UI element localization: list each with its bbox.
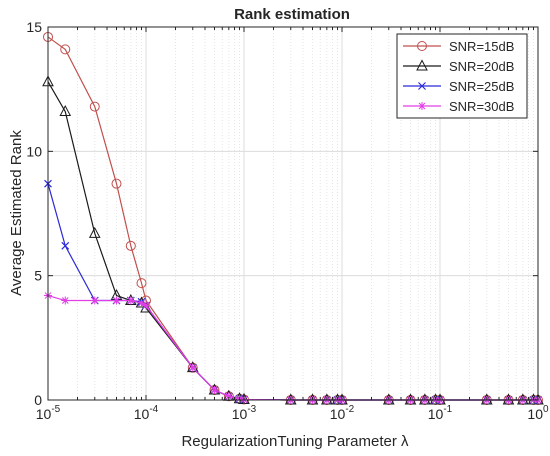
legend-marker [418,102,426,110]
data-point [112,296,121,305]
data-point [126,296,135,305]
legend-label: SNR=25dB [449,79,514,94]
data-point [88,226,101,238]
legend-entry: SNR=25dB [403,79,514,94]
axis-ticks: 10-5 10-4 10-3 10-2 10-1 100 0 5 10 15 [26,19,549,422]
data-point [90,296,99,305]
data-point [125,240,136,251]
y-tick-label: 10 [26,143,42,159]
data-point [111,178,122,189]
x-tick-label: 10-4 [134,404,159,422]
data-point [89,101,100,112]
data-point [60,44,71,55]
x-tick-label: 10-3 [232,404,257,422]
data-point [142,301,150,310]
legend-marker [418,82,426,90]
legend-label: SNR=20dB [449,59,514,74]
legend-label: SNR=15dB [449,39,514,54]
chart-title: Rank estimation [234,6,350,23]
plot-frame [47,26,539,401]
y-tick-label: 15 [26,19,42,35]
legend: SNR=15dB SNR=20dB SNR=25dB SNR=30dB [396,33,528,119]
data-point [136,278,147,289]
y-tick-label: 5 [34,268,42,284]
data-point [59,104,72,117]
data-point [224,392,233,401]
legend-entry: SNR=20dB [403,59,514,74]
legend-entry: SNR=15dB [403,39,514,54]
y-axis-label: Average Estimated Rank [8,130,25,296]
x-tick-label: 10-2 [330,404,355,422]
data-point [210,386,219,395]
x-axis-label: RegularizationTuning Parameter λ [181,433,409,450]
legend-label: SNR=30dB [449,99,514,114]
legend-marker [416,59,428,71]
legend-marker [417,41,427,51]
x-tick-label: 100 [527,404,549,422]
data-point [137,299,146,308]
data-point [61,241,70,250]
data-point [61,296,70,305]
legend-entry: SNR=30dB [403,99,514,114]
legend-box [396,33,528,119]
x-tick-label: 10-1 [428,404,453,422]
data-point [188,363,197,372]
x-tick-label: 10-5 [36,404,61,422]
y-tick-label: 0 [34,392,42,408]
